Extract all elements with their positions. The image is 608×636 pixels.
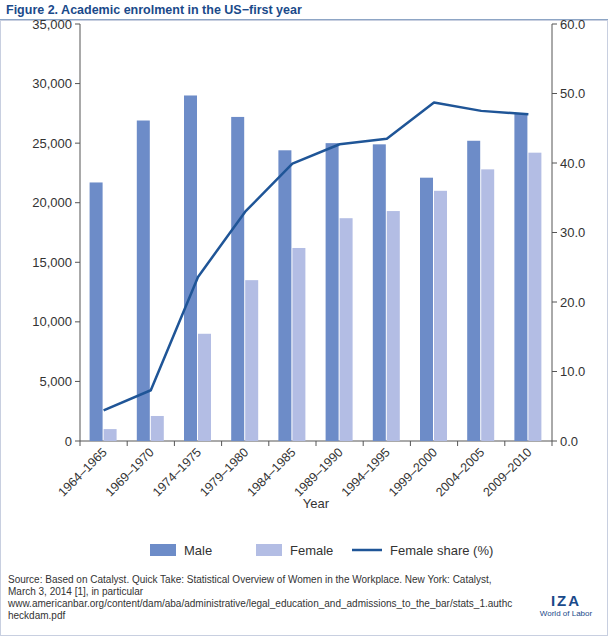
y-tick-label: 25,000 bbox=[32, 136, 72, 151]
bar bbox=[481, 169, 494, 441]
source: Source: Based on Catalyst. Quick Take: S… bbox=[8, 574, 513, 622]
bar bbox=[151, 416, 164, 441]
x-tick bbox=[316, 441, 317, 446]
y-tick bbox=[75, 202, 80, 203]
y2-tick bbox=[552, 371, 557, 372]
y-tick bbox=[75, 24, 80, 25]
frame bbox=[1, 21, 608, 636]
legend-label: Female bbox=[290, 543, 333, 558]
x-tick-label: 1964–1965 bbox=[56, 445, 110, 499]
y-tick-label: 0 bbox=[65, 434, 72, 449]
x-tick-label: 2009–2010 bbox=[480, 445, 534, 499]
y-tick bbox=[75, 321, 80, 322]
x-tick bbox=[127, 441, 128, 446]
x-tick-label: 1979–1980 bbox=[197, 445, 251, 499]
x-tick-label: 1969–1970 bbox=[103, 445, 157, 499]
marks bbox=[90, 95, 542, 441]
legend: Male Female Female share (%) bbox=[150, 543, 493, 558]
y2-tick bbox=[552, 24, 557, 25]
x-tick bbox=[504, 441, 505, 446]
bar bbox=[420, 178, 433, 441]
y-tick-label: 30,000 bbox=[32, 76, 72, 91]
y-tick-label: 35,000 bbox=[32, 17, 72, 32]
x-tick bbox=[410, 441, 411, 446]
brand-text: IZA bbox=[528, 592, 604, 609]
y2-tick-label: 50.0 bbox=[560, 86, 585, 101]
y2-tick-label: 20.0 bbox=[560, 295, 585, 310]
y2-tick bbox=[552, 441, 557, 442]
x-axis-label: Year bbox=[303, 496, 330, 511]
chart: Figure 2. Academic enrolment in the US−f… bbox=[0, 0, 608, 636]
y-tick-label: 5,000 bbox=[39, 374, 72, 389]
y2-tick-label: 60.0 bbox=[560, 17, 585, 32]
x-tick bbox=[174, 441, 175, 446]
bar bbox=[340, 218, 353, 441]
bar bbox=[467, 141, 480, 441]
bar bbox=[514, 113, 527, 441]
bar bbox=[198, 334, 211, 441]
y2-tick bbox=[552, 93, 557, 94]
y2-tick bbox=[552, 302, 557, 303]
bar bbox=[90, 182, 103, 441]
y-tick bbox=[75, 381, 80, 382]
x-tick bbox=[363, 441, 364, 446]
brand-text: World of Labor bbox=[528, 609, 604, 618]
bar bbox=[278, 150, 291, 441]
x-tick-label: 1984–1985 bbox=[244, 445, 298, 499]
y-tick bbox=[75, 83, 80, 84]
x-tick-label: 1974–1975 bbox=[150, 445, 204, 499]
x-tick-label: 1999–2000 bbox=[386, 445, 440, 499]
x-tick bbox=[268, 441, 269, 446]
y-tick-label: 20,000 bbox=[32, 195, 72, 210]
x-tick bbox=[221, 441, 222, 446]
y-tick-label: 15,000 bbox=[32, 255, 72, 270]
y2-tick-label: 10.0 bbox=[560, 364, 585, 379]
bar bbox=[292, 248, 305, 441]
legend-label: Female share (%) bbox=[390, 543, 493, 558]
x-tick-label: 2004–2005 bbox=[433, 445, 487, 499]
legend-label: Male bbox=[184, 543, 212, 558]
y2-tick bbox=[552, 163, 557, 164]
brand: IZAWorld of Labor bbox=[528, 592, 604, 618]
x-tick bbox=[552, 441, 553, 446]
bar bbox=[231, 117, 244, 441]
bar bbox=[434, 191, 447, 441]
legend-key bbox=[150, 544, 176, 556]
y-tick-label: 10,000 bbox=[32, 314, 72, 329]
y-tick bbox=[75, 441, 80, 442]
y-tick bbox=[75, 262, 80, 263]
y2-tick-label: 40.0 bbox=[560, 156, 585, 171]
y2-tick bbox=[552, 232, 557, 233]
bar bbox=[104, 429, 117, 441]
title: Figure 2. Academic enrolment in the US−f… bbox=[6, 3, 302, 17]
legend-key bbox=[352, 549, 382, 552]
y-tick bbox=[75, 143, 80, 144]
bar bbox=[387, 211, 400, 441]
bar bbox=[528, 153, 541, 441]
x-tick-label: 1994–1995 bbox=[339, 445, 393, 499]
bar bbox=[373, 144, 386, 441]
x-tick bbox=[80, 441, 81, 446]
line bbox=[104, 103, 529, 411]
legend-key bbox=[256, 544, 282, 556]
bar bbox=[245, 280, 258, 441]
bar bbox=[326, 143, 339, 441]
y2-tick-label: 0.0 bbox=[560, 434, 578, 449]
y-axis bbox=[80, 24, 81, 441]
x-tick-label: 1989–1990 bbox=[292, 445, 346, 499]
bar bbox=[184, 95, 197, 441]
x-tick bbox=[457, 441, 458, 446]
y2-tick-label: 30.0 bbox=[560, 225, 585, 240]
